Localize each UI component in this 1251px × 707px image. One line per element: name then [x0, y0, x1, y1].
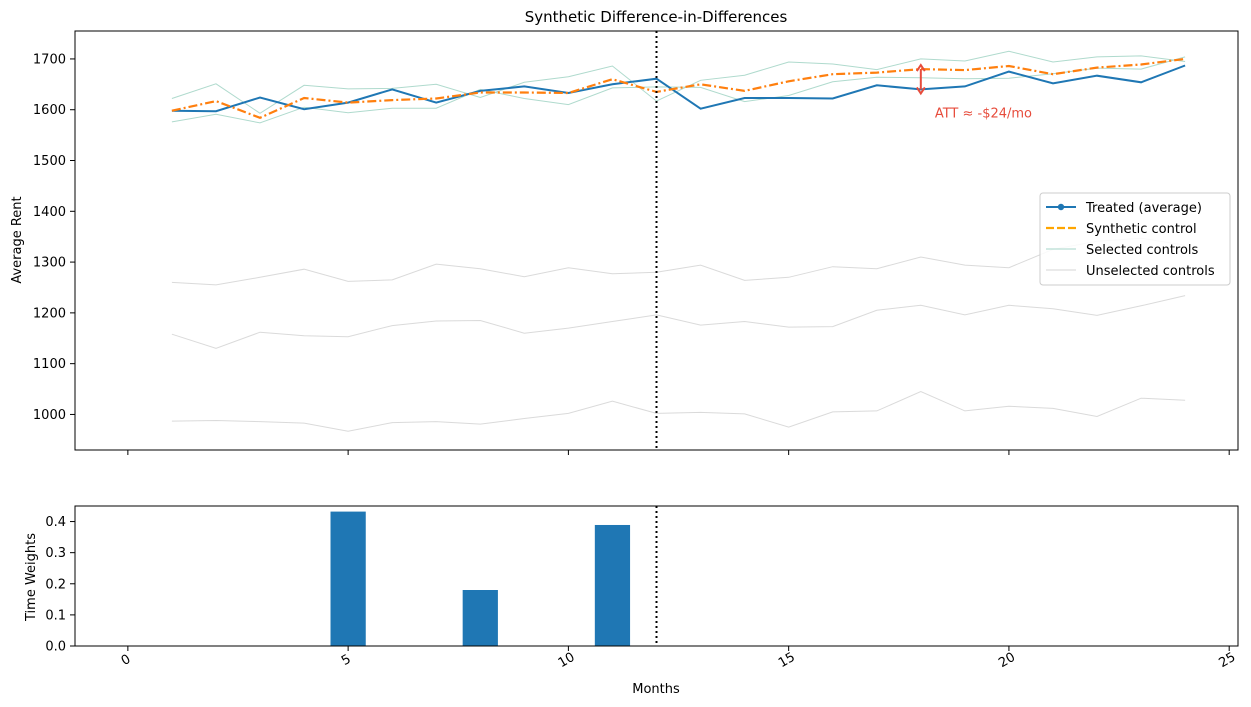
weights-y-tick-label: 0.1 — [45, 608, 66, 623]
main-plot-frame — [74, 30, 1239, 451]
bars-layer — [330, 511, 631, 646]
att-arrow-head-top — [915, 63, 926, 72]
chart-title: Synthetic Difference-in-Differences — [525, 8, 788, 26]
x-axis-ticks — [127, 450, 1230, 455]
series-line-selected-3 — [171, 56, 1186, 124]
y-axis-label: Average Rent — [10, 196, 25, 283]
weights-x-tick-label: 0 — [119, 652, 134, 669]
weight-bar — [462, 590, 498, 646]
legend: Treated (average) Synthetic control Sele… — [1039, 192, 1231, 286]
series-line-unselected-4 — [171, 237, 1186, 286]
weight-bar — [594, 524, 631, 646]
weight-bar — [330, 511, 366, 646]
weights-x-tick-label: 10 — [556, 650, 578, 671]
weights-y-tick-label: 0.4 — [45, 515, 66, 530]
y-tick-label: 1300 — [33, 256, 66, 271]
legend-label-synthetic: Synthetic control — [1086, 222, 1197, 237]
legend-label-unselected: Unselected controls — [1086, 264, 1215, 279]
y-tick-label: 1000 — [33, 408, 66, 423]
att-annotation: ATT ≈ -$24/mo — [915, 63, 1032, 121]
weights-x-tick-label: 25 — [1217, 650, 1239, 671]
legend-box — [1039, 192, 1231, 286]
weights-y-tick-label: 0.2 — [45, 577, 66, 592]
legend-label-treated: Treated (average) — [1085, 201, 1202, 216]
y-tick-label: 1500 — [33, 154, 66, 169]
series-line-selected-2 — [171, 50, 1186, 114]
y-tick-label: 1200 — [33, 306, 66, 321]
weights-y-tick-label: 0.3 — [45, 546, 66, 561]
series-line-unselected-5 — [171, 295, 1186, 349]
y-tick-label: 1100 — [33, 357, 66, 372]
weights-x-axis-ticks: 0 5 10 15 20 25 — [119, 646, 1239, 671]
weights-y-axis-ticks: 0.0 0.1 0.2 0.3 0.4 — [45, 515, 75, 655]
main-chart: Synthetic Difference-in-Differences Aver… — [10, 8, 1239, 455]
series-layer — [171, 50, 1186, 432]
weights-chart: Time Weights Months 0.0 0.1 0.2 0.3 0.4 0 5 10… — [24, 505, 1239, 697]
legend-item-selected: Selected controls — [1046, 243, 1199, 258]
weights-y-tick-label: 0.0 — [45, 640, 66, 655]
att-label: ATT ≈ -$24/mo — [935, 106, 1032, 121]
y-tick-label: 1600 — [33, 103, 66, 118]
weights-x-tick-label: 15 — [776, 650, 798, 671]
series-line-synthetic-1 — [171, 57, 1186, 119]
att-arrow-head-bottom — [915, 86, 926, 96]
legend-marker-treated — [1057, 203, 1065, 211]
series-line-unselected-6 — [171, 391, 1186, 432]
y-axis-ticks: 1000 1100 1200 1300 1400 1500 1600 1700 — [33, 52, 75, 423]
legend-label-selected: Selected controls — [1086, 243, 1199, 258]
weights-x-tick-label: 20 — [996, 650, 1018, 671]
weights-y-axis-label: Time Weights — [24, 533, 39, 622]
x-axis-label: Months — [632, 682, 680, 697]
legend-item-treated: Treated (average) — [1046, 201, 1202, 216]
weights-x-tick-label: 5 — [339, 652, 354, 669]
weights-plot-frame — [74, 505, 1239, 647]
legend-item-unselected: Unselected controls — [1046, 264, 1215, 279]
legend-item-synthetic: Synthetic control — [1046, 222, 1197, 237]
y-tick-label: 1400 — [33, 205, 66, 220]
y-tick-label: 1700 — [33, 52, 66, 67]
series-line-treated-0 — [171, 64, 1186, 113]
